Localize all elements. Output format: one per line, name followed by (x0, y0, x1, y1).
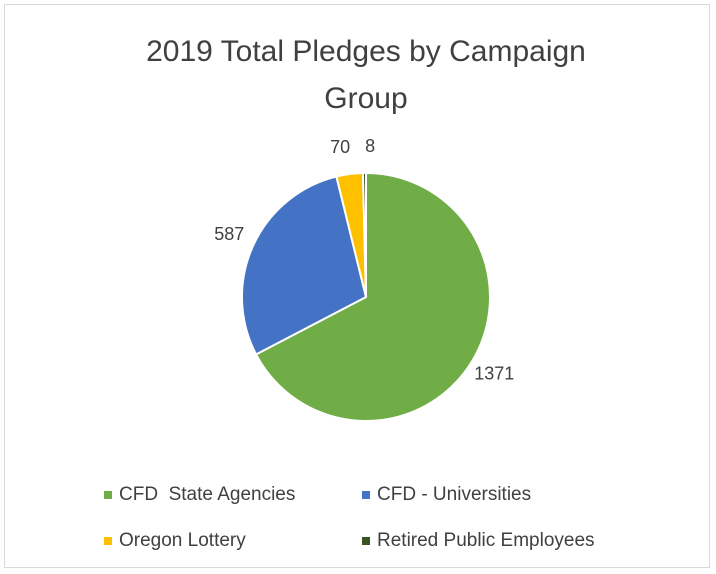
data-label: 587 (214, 224, 244, 244)
data-label: 8 (365, 136, 375, 156)
chart-title: 2019 Total Pledges by Campaign Group (146, 35, 586, 115)
pie-slice (361, 171, 367, 298)
legend-label: Oregon Lottery (119, 530, 246, 551)
legend-label: CFD - Universities (377, 484, 531, 505)
data-label: 70 (330, 137, 350, 157)
legend-label: Retired Public Employees (377, 530, 595, 551)
chart-frame (4, 4, 710, 568)
legend-label: CFD State Agencies (119, 484, 295, 505)
pie-slice (254, 171, 491, 422)
legend-swatch (362, 491, 370, 499)
data-label: 1371 (474, 363, 514, 383)
legend-swatch (362, 537, 370, 545)
legend-swatch (104, 491, 112, 499)
pie-slice (241, 175, 368, 356)
legend-swatch (104, 537, 112, 545)
